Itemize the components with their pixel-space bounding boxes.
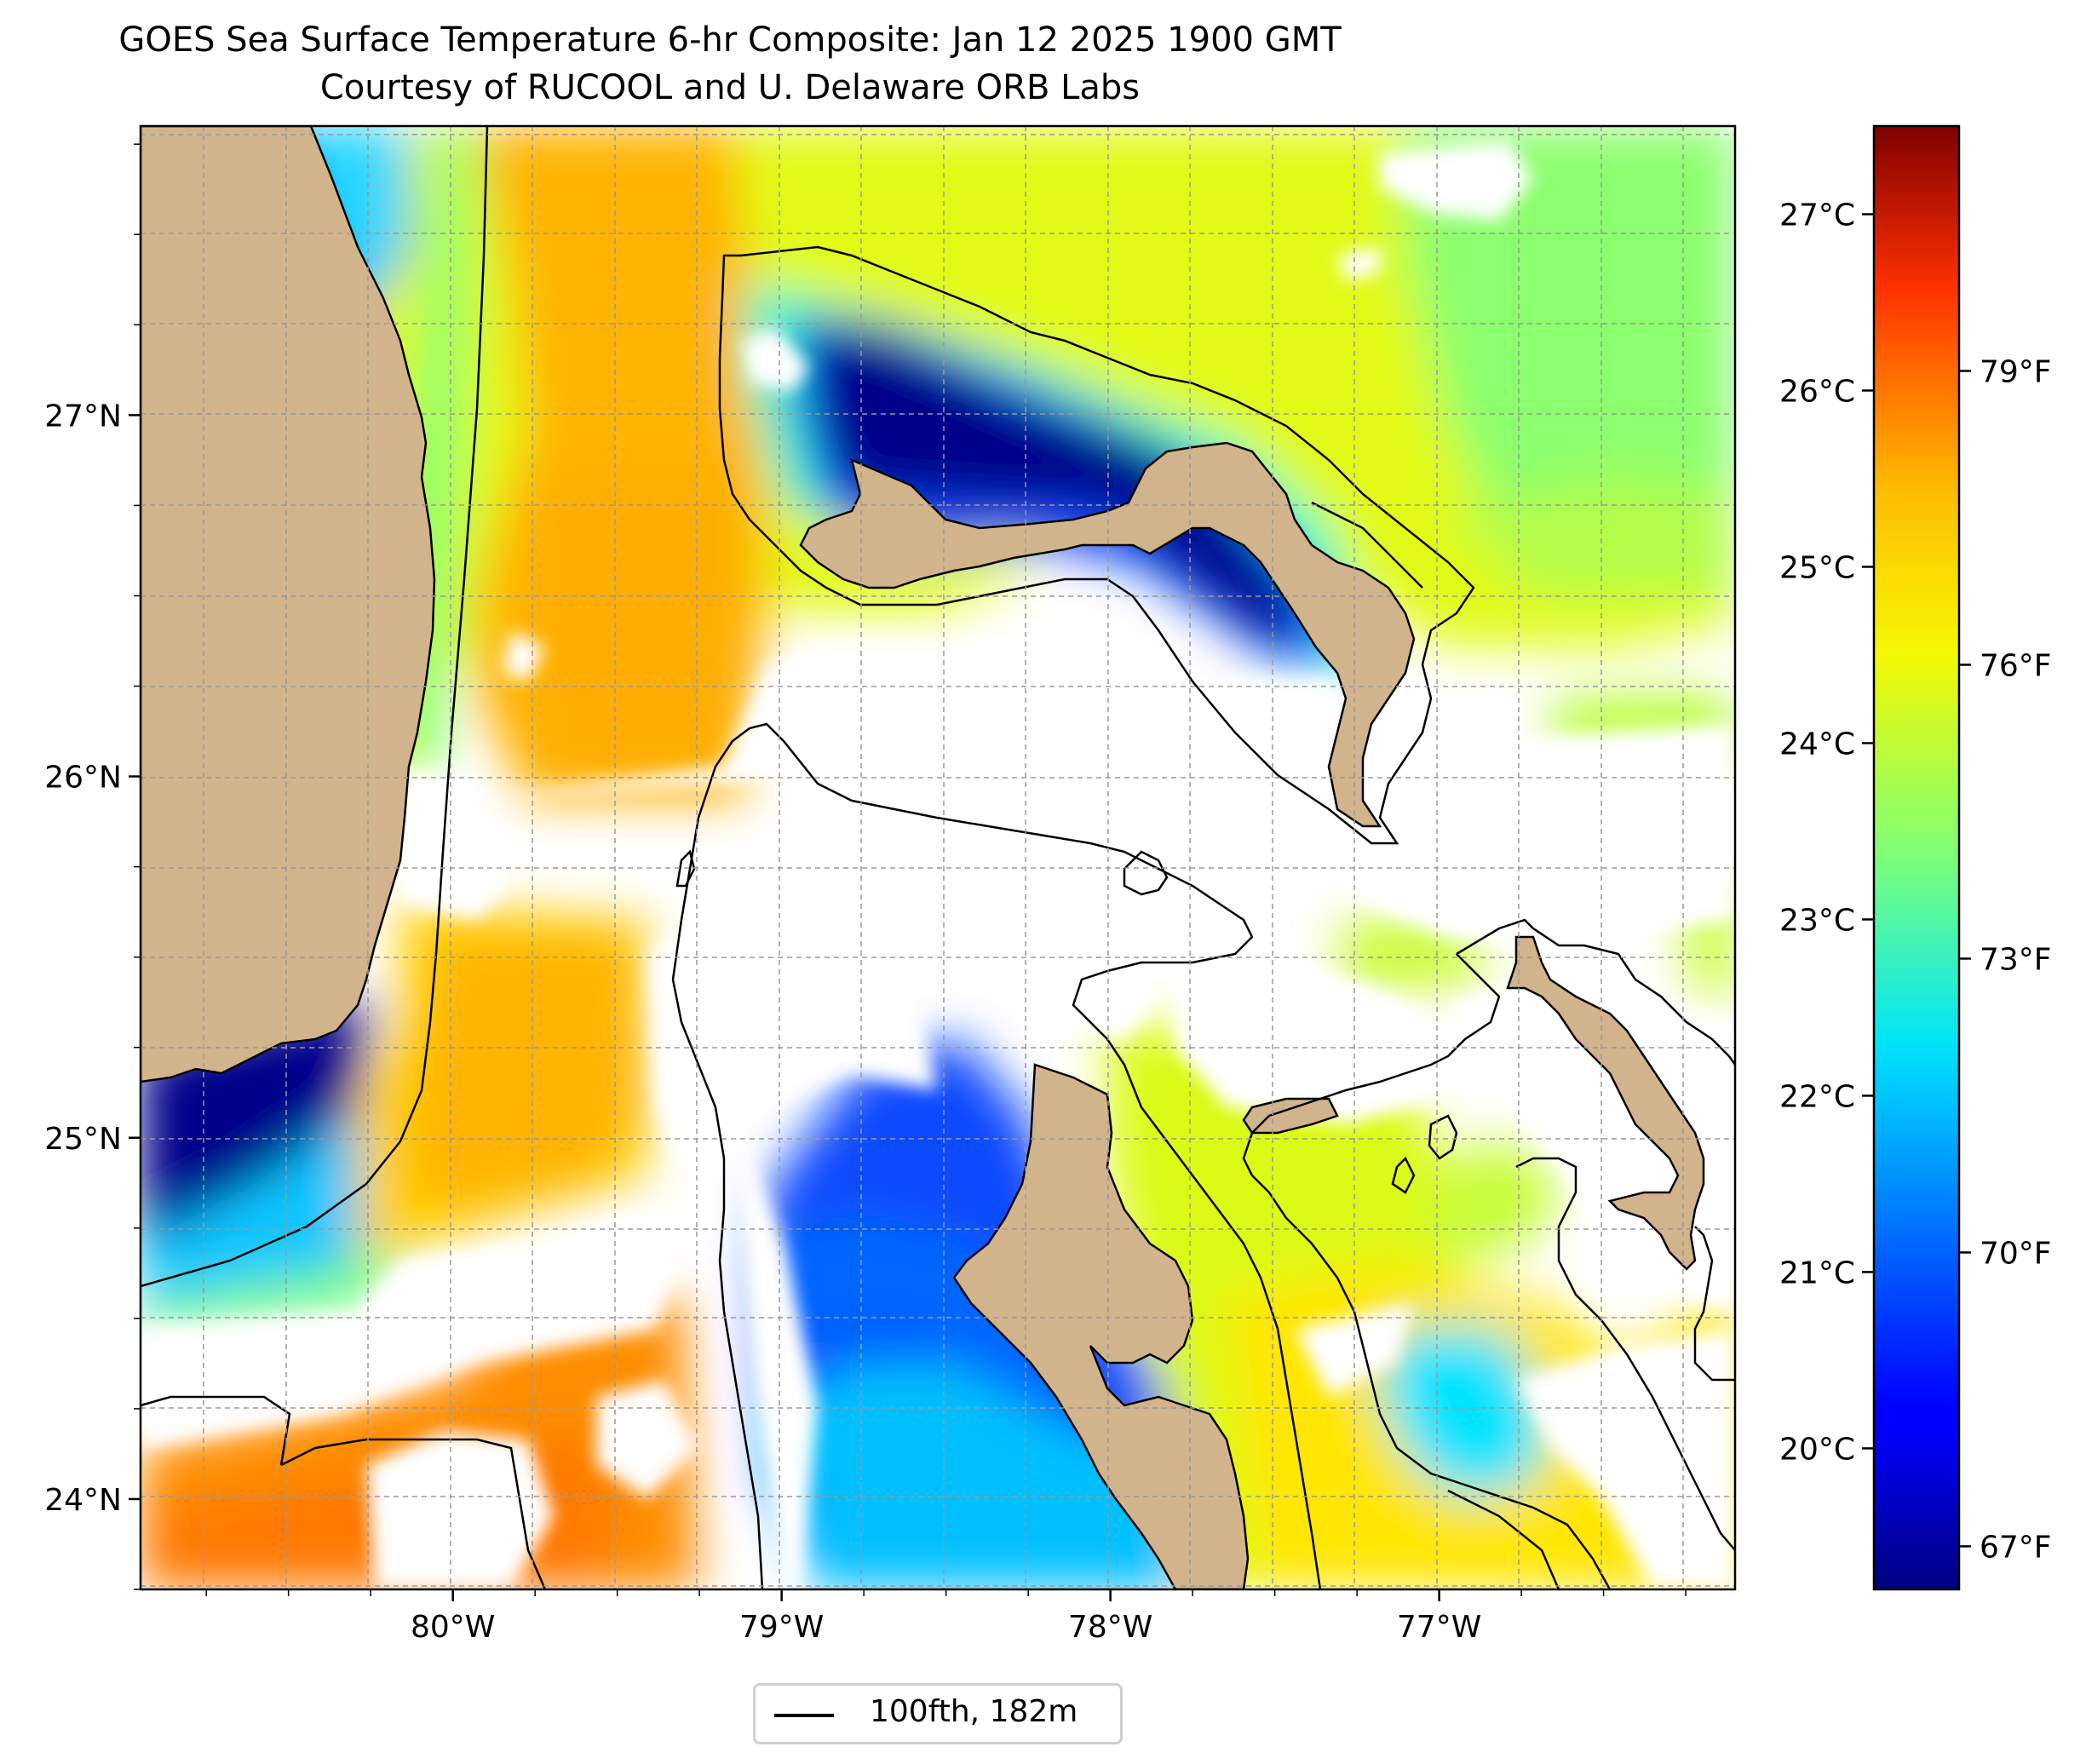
celsius-tick-label: 26°C [1779, 374, 1855, 409]
isobath-100fth [141, 126, 1735, 1589]
celsius-tick-label: 22°C [1779, 1079, 1855, 1114]
celsius-tick-label: 25°C [1779, 550, 1855, 585]
lon-tick-label: 79°W [739, 1610, 824, 1645]
celsius-tick-label: 21°C [1779, 1255, 1855, 1290]
fahrenheit-tick-label: 70°F [1980, 1236, 2052, 1271]
celsius-tick-label: 27°C [1779, 198, 1855, 233]
lon-tick-label: 80°W [411, 1610, 495, 1645]
colorbar: 20°C 21°C 22°C 23°C 24°C 25°C 26°C 27°C 67°F 70°… [1779, 124, 2052, 1591]
lon-tick-label: 77°W [1397, 1610, 1481, 1645]
map-gridlines [141, 126, 1735, 1589]
legend-label: 100fth, 182m [870, 1694, 1078, 1729]
lat-axis: 24°N 25°N 26°N 27°N [44, 143, 141, 1590]
chart-title: GOES Sea Surface Temperature 6-hr Compos… [118, 20, 1342, 60]
fahrenheit-tick-label: 79°F [1980, 354, 2052, 389]
legend-line-swatch [774, 1714, 834, 1717]
chart-subtitle: Courtesy of RUCOOL and U. Delaware ORB L… [319, 68, 1141, 107]
lat-tick-label: 26°N [44, 761, 122, 796]
fahrenheit-tick-label: 67°F [1980, 1530, 2052, 1565]
sst-map [141, 126, 1735, 1589]
lat-tick-label: 25°N [44, 1122, 122, 1157]
lon-tick-label: 78°W [1068, 1610, 1152, 1645]
celsius-tick-label: 24°C [1779, 727, 1855, 761]
lat-tick-label: 27°N [44, 399, 122, 434]
lat-tick-label: 24°N [44, 1483, 122, 1518]
lon-axis: 80°W 79°W 78°W 77°W [205, 1589, 1687, 1645]
land-masses [141, 126, 1705, 1589]
celsius-tick-label: 23°C [1779, 903, 1855, 938]
sst-field [141, 126, 1735, 1589]
map-frame [139, 124, 1737, 1591]
fahrenheit-tick-label: 76°F [1980, 648, 2052, 683]
fahrenheit-tick-label: 73°F [1980, 942, 2052, 977]
celsius-tick-label: 20°C [1779, 1432, 1855, 1467]
legend: 100fth, 182m [753, 1683, 1123, 1744]
